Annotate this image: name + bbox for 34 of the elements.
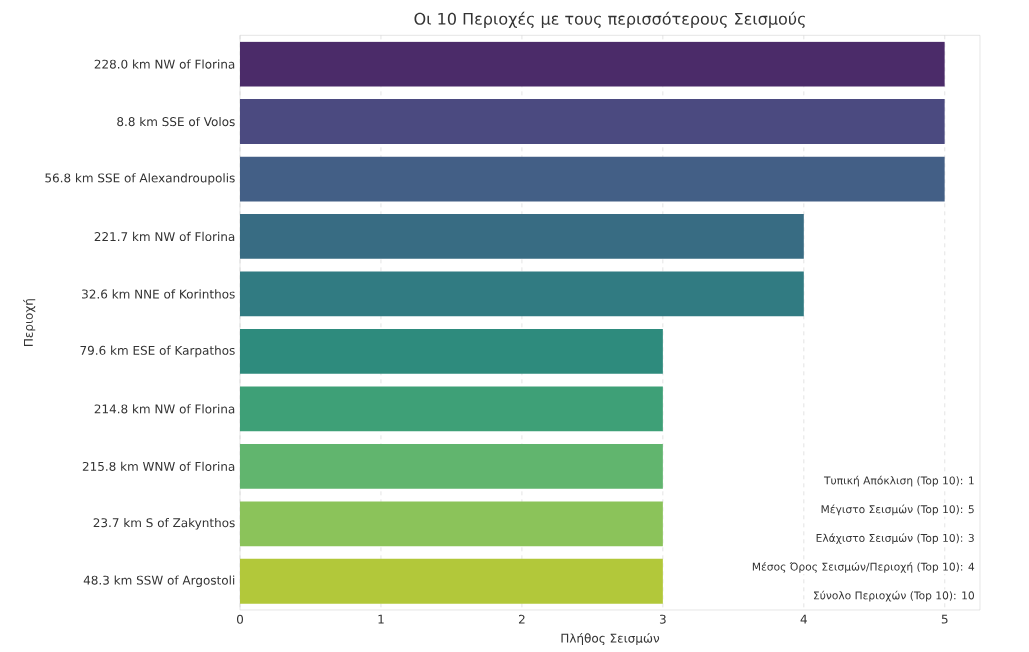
bar [240, 501, 663, 547]
annotation: Σύνολο Περιοχών (Top 10): 10 [814, 590, 975, 602]
y-tick-label: 79.6 km ESE of Karpathos [80, 345, 235, 358]
annotation: Τυπική Απόκλιση (Top 10): 1 [823, 475, 974, 487]
annotation: Μέσος Όρος Σεισμών/Περιοχή (Top 10): 4 [752, 561, 975, 573]
y-tick-label: 23.7 km S of Zakynthos [93, 517, 235, 530]
y-tick-label: 48.3 km SSW of Argostoli [83, 575, 235, 588]
y-tick-label: 214.8 km NW of Florina [94, 404, 235, 414]
x-tick-label: 0 [236, 614, 244, 624]
bar [240, 386, 663, 432]
bar [240, 156, 945, 202]
y-tick-label: 228.0 km NW of Florina [94, 59, 235, 69]
bar [240, 443, 663, 489]
bar [240, 558, 663, 604]
bar [240, 41, 945, 87]
y-tick-label: 215.8 km WNW of Florina [82, 461, 235, 471]
y-tick-label: 32.6 km NNE of Korinthos [82, 289, 235, 299]
y-tick-label: 221.7 km NW of Florina [94, 231, 235, 242]
bar [240, 99, 945, 144]
x-tick-label: 5 [941, 614, 948, 624]
annotation: Ελάχιστο Σεισμών (Top 10): 3 [816, 533, 974, 545]
bar [240, 271, 804, 317]
annotation: Μέγιστο Σεισμών (Top 10): 5 [821, 504, 974, 516]
chart-title: Οι 10 Περιοχές με τους περισσότερους Σεισμούς [414, 11, 805, 28]
bar [240, 214, 804, 259]
x-tick-label: 2 [518, 614, 525, 624]
x-tick-label: 3 [659, 614, 666, 624]
y-tick-label: 8.8 km SSE of Volos [117, 116, 235, 127]
y-axis-title: Περιοχή [23, 299, 36, 347]
x-axis-title: Πλήθος Σεισμών [561, 632, 660, 646]
x-tick-label: 1 [378, 614, 384, 624]
y-tick-label: 56.8 km SSE of Alexandroupolis [45, 173, 235, 185]
bar [240, 328, 663, 374]
x-tick-label: 4 [800, 614, 807, 624]
